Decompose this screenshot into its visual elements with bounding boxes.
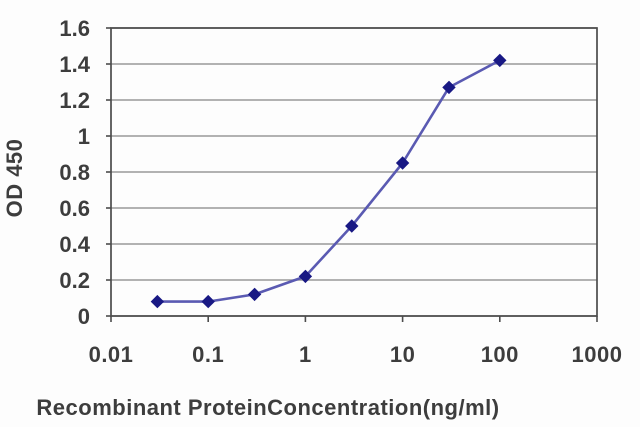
y-axis-title: OD 450 [2, 138, 27, 218]
y-tick-label: 0 [78, 304, 90, 329]
plot-frame [110, 27, 598, 317]
data-point-marker [247, 287, 262, 302]
y-tick-label: 0.8 [59, 160, 90, 185]
y-tick-label: 1.6 [59, 16, 90, 41]
x-tick-label: 1 [299, 342, 312, 367]
y-tick-label: 1 [78, 124, 90, 149]
y-tick-label: 1.2 [59, 88, 90, 113]
y-tick-label: 0.6 [59, 196, 90, 221]
x-tick-label: 10 [390, 342, 415, 367]
data-point-marker [201, 294, 215, 309]
data-point-marker [298, 269, 313, 284]
x-tick-label: 100 [481, 342, 519, 367]
data-point-marker [150, 294, 165, 309]
x-axis-title: Recombinant ProteinConcentration(ng/ml) [36, 395, 500, 420]
x-tick-label: 0.1 [192, 342, 224, 367]
series-line [156, 59, 502, 303]
data-point-marker [345, 219, 359, 233]
data-point-marker [395, 156, 410, 170]
data-point-marker [493, 53, 507, 68]
y-tick-label: 0.4 [59, 232, 90, 257]
data-point-marker [442, 80, 456, 95]
x-tick-label: 0.01 [89, 342, 134, 367]
x-tick-label: 1000 [572, 342, 623, 367]
y-tick-label: 1.4 [59, 52, 90, 77]
y-tick-label: 0.2 [59, 268, 90, 293]
